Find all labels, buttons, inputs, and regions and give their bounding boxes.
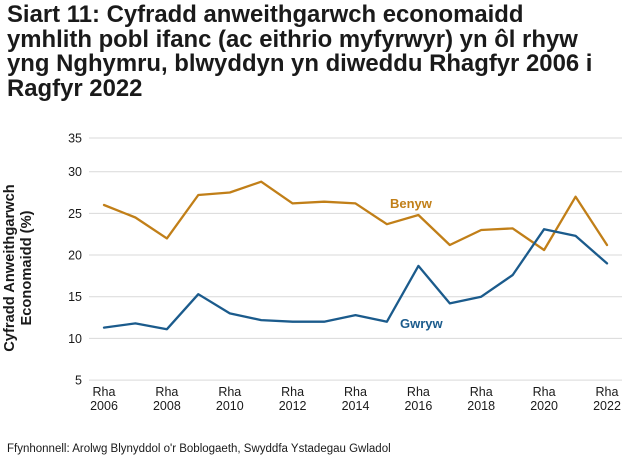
svg-text:2010: 2010 bbox=[216, 399, 244, 413]
svg-text:Rha: Rha bbox=[93, 385, 116, 399]
svg-text:5: 5 bbox=[75, 374, 82, 388]
svg-text:Rha: Rha bbox=[407, 385, 430, 399]
svg-text:2014: 2014 bbox=[342, 399, 370, 413]
svg-text:Rha: Rha bbox=[155, 385, 178, 399]
svg-text:30: 30 bbox=[68, 165, 82, 179]
svg-text:2016: 2016 bbox=[404, 399, 432, 413]
svg-text:2012: 2012 bbox=[279, 399, 307, 413]
svg-text:Rha: Rha bbox=[470, 385, 493, 399]
svg-text:Rha: Rha bbox=[533, 385, 556, 399]
svg-text:Rha: Rha bbox=[596, 385, 619, 399]
svg-text:25: 25 bbox=[68, 207, 82, 221]
svg-text:2006: 2006 bbox=[90, 399, 118, 413]
svg-text:Gwryw: Gwryw bbox=[400, 316, 444, 331]
svg-text:15: 15 bbox=[68, 290, 82, 304]
svg-text:2018: 2018 bbox=[467, 399, 495, 413]
svg-text:2022: 2022 bbox=[593, 399, 621, 413]
svg-text:Rha: Rha bbox=[218, 385, 241, 399]
svg-text:2008: 2008 bbox=[153, 399, 181, 413]
svg-text:35: 35 bbox=[68, 132, 82, 146]
svg-text:10: 10 bbox=[68, 332, 82, 346]
svg-text:Benyw: Benyw bbox=[390, 196, 433, 211]
svg-text:Rha: Rha bbox=[344, 385, 367, 399]
svg-text:2020: 2020 bbox=[530, 399, 558, 413]
svg-text:Rha: Rha bbox=[281, 385, 304, 399]
svg-text:20: 20 bbox=[68, 249, 82, 263]
